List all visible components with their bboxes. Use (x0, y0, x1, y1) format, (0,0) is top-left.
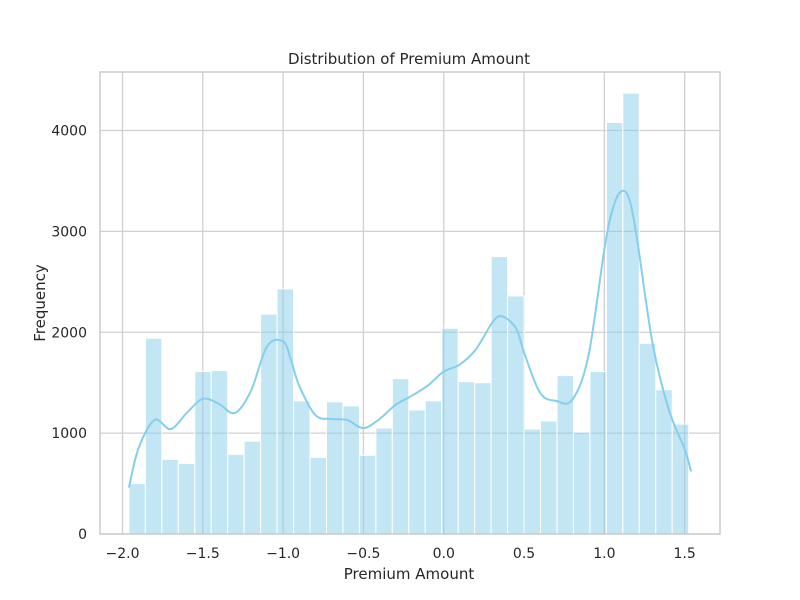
histogram-bar (260, 313, 278, 535)
histogram-bar (309, 456, 327, 535)
x-tick-label: −1.5 (186, 546, 220, 562)
x-tick-label: −2.0 (105, 546, 139, 562)
histogram-bar (457, 381, 476, 535)
kde-line (127, 189, 693, 488)
y-axis-ticks: 0 1000 2000 3000 4000 (51, 124, 87, 543)
histogram-bar (144, 337, 163, 535)
histogram-bar (572, 431, 591, 535)
y-tick-label: 4000 (51, 124, 87, 140)
histogram-bar (243, 440, 262, 535)
plot-frame (99, 71, 721, 535)
chart-title: Distribution of Premium Amount (288, 50, 530, 68)
histogram-bars (128, 92, 690, 535)
histogram-bar (622, 92, 640, 535)
y-tick-label: 0 (78, 527, 87, 543)
x-axis-ticks: −2.0 −1.5 −1.0 −0.5 0.0 0.5 1.0 1.5 (105, 546, 695, 562)
histogram-bar (605, 121, 624, 535)
x-tick-label: 0.5 (513, 546, 535, 562)
y-tick-label: 3000 (51, 224, 87, 240)
kde-curve-layer (127, 189, 693, 488)
x-axis-label: Premium Amount (344, 565, 475, 583)
histogram-bar (276, 288, 295, 535)
histogram-bar (589, 371, 607, 535)
histogram-bar (638, 342, 657, 535)
histogram-bar (227, 453, 245, 535)
x-tick-label: 1.0 (593, 546, 615, 562)
histogram-bar (325, 401, 344, 535)
histogram-bar (424, 400, 443, 535)
y-tick-label: 1000 (51, 426, 87, 442)
x-tick-label: −1.0 (266, 546, 300, 562)
histogram-bar (540, 420, 558, 535)
histogram-bar (490, 256, 509, 535)
x-tick-label: 0.0 (433, 546, 455, 562)
y-axis-label: Frequency (31, 264, 49, 342)
histogram-bar (556, 375, 574, 535)
histogram-bar (358, 454, 377, 535)
histogram-bar (474, 382, 492, 535)
histogram-bar (161, 458, 179, 535)
histogram-bar (441, 327, 459, 535)
histogram-bar (408, 409, 426, 535)
histogram-bar (177, 462, 196, 535)
histogram-bar (194, 371, 212, 535)
x-tick-label: 1.5 (674, 546, 696, 562)
histogram-bar (523, 428, 542, 535)
histogram-bar (375, 427, 393, 535)
y-tick-label: 2000 (51, 325, 87, 341)
x-tick-label: −0.5 (346, 546, 380, 562)
histogram-bar (128, 483, 146, 535)
histogram-bar (507, 295, 525, 535)
histogram-bar (293, 400, 311, 535)
histogram-bar (210, 370, 229, 535)
